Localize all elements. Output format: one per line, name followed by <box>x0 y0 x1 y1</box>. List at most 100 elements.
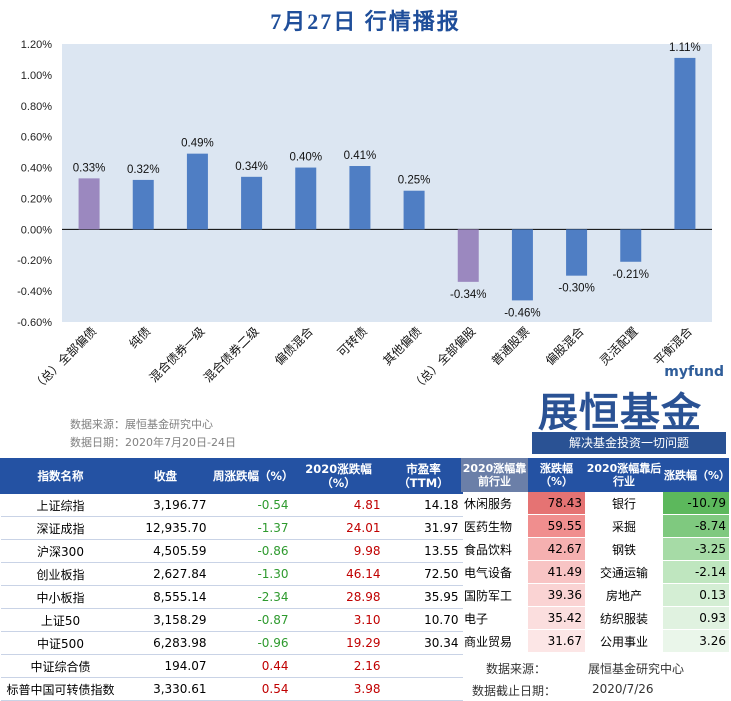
index-cell-close: 194.07 <box>120 654 211 678</box>
industry-cell-bottom_chg: -2.14 <box>663 560 729 584</box>
bar <box>186 153 208 230</box>
y-tick-label: 0.80% <box>21 101 52 113</box>
index-cell-ytd: 3.98 <box>292 677 385 701</box>
index-cell-name: 沪深300 <box>0 539 121 563</box>
index-cell-ytd: 28.98 <box>292 585 385 609</box>
list-item: 电子 35.42 纺织服装 0.93 <box>461 606 729 630</box>
data-label: 0.25% <box>398 175 431 187</box>
category-label: 混合债券一级 <box>146 324 208 386</box>
index-col-header-4: 市盈率（TTM） <box>384 458 463 494</box>
table-row: 中小板指 8,555.14 -2.34 28.98 35.95 <box>0 585 463 609</box>
bar <box>295 167 317 230</box>
chart-date: 数据日期：2020年7月20日-24日 <box>70 436 236 449</box>
index-col-header-0: 指数名称 <box>0 458 121 494</box>
industry-cell-top: 医药生物 <box>461 514 528 538</box>
y-tick-label: -0.60% <box>17 317 52 329</box>
industry-cell-bottom: 公用事业 <box>585 629 663 653</box>
logo-brand-text: 展恒基金 <box>538 390 702 436</box>
index-cell-close: 3,330.61 <box>120 677 211 701</box>
data-label: 0.49% <box>181 138 214 150</box>
index-cell-week: -1.30 <box>210 562 293 586</box>
bar <box>349 166 371 230</box>
index-cell-ytd: 19.29 <box>292 631 385 655</box>
industry-cell-bottom: 交通运输 <box>585 560 663 584</box>
data-label: -0.21% <box>613 269 649 281</box>
table-row: 中证综合债 194.07 0.44 2.16 <box>0 654 463 678</box>
index-cell-week: -2.34 <box>210 585 293 609</box>
category-label: 普通股票 <box>489 324 533 368</box>
index-cell-ytd: 2.16 <box>292 654 385 678</box>
table-row: 沪深300 4,505.59 -0.86 9.98 13.55 <box>0 539 463 563</box>
index-cell-name: 中证综合债 <box>0 654 121 678</box>
bar-chart: 1.20% 1.00% 0.80% 0.60% 0.40% 0.20% 0.00% -0.20… <box>17 39 712 394</box>
y-tick-label: 0.40% <box>21 163 52 175</box>
industry-cell-top_chg: 78.43 <box>528 492 585 515</box>
index-table: 指数名称 收盘 周涨跌幅（%） 2020涨跌幅（%） 市盈率（TTM） 上证综指 3,19… <box>0 458 463 701</box>
y-tick-label: 0.20% <box>21 193 52 205</box>
index-cell-close: 8,555.14 <box>120 585 211 609</box>
category-label-group: 可转债 <box>334 324 370 360</box>
index-cell-close: 2,627.84 <box>120 562 211 586</box>
list-item: 食品饮料 42.67 钢铁 -3.25 <box>461 537 729 561</box>
index-cell-ytd: 24.01 <box>292 516 385 540</box>
category-label-group: （总）全部偏债 <box>29 324 99 394</box>
table-row: 中证500 6,283.98 -0.96 19.29 30.34 <box>0 631 463 655</box>
index-cell-ytd: 46.14 <box>292 562 385 586</box>
logo-slogan: 解决基金投资一切问题 <box>532 432 726 454</box>
index-cell-pe: 72.50 <box>384 562 463 586</box>
category-label-group: 混合债券一级 <box>146 324 208 386</box>
industry-table: 2020涨幅靠前行业 涨跌幅（%） 2020涨幅靠后行业 涨跌幅（%） 休闲服务 78.… <box>461 458 730 653</box>
index-cell-ytd: 9.98 <box>292 539 385 563</box>
y-tick-label: 0.00% <box>21 224 52 236</box>
index-col-header-3: 2020涨跌幅（%） <box>292 458 385 494</box>
industry-cell-bottom_chg: 3.26 <box>663 629 729 653</box>
table-row: 上证50 3,158.29 -0.87 3.10 10.70 <box>0 608 463 632</box>
category-label: （总）全部偏债 <box>29 324 99 394</box>
brand-logo: myfund 展恒基金 解决基金投资一切问题 <box>532 362 728 458</box>
industry-cell-bottom_chg: -3.25 <box>663 537 729 561</box>
industry-cell-bottom: 钢铁 <box>585 537 663 561</box>
y-tick-label: -0.40% <box>17 286 52 298</box>
index-cell-name: 中证500 <box>0 631 121 655</box>
category-label: 混合债券二级 <box>200 324 262 386</box>
industry-cell-bottom_chg: 0.93 <box>663 606 729 630</box>
bar <box>78 178 100 230</box>
bar <box>241 176 263 230</box>
index-cell-week: -0.86 <box>210 539 293 563</box>
data-label: -0.46% <box>504 307 540 319</box>
category-label-group: 纯债 <box>126 324 153 351</box>
list-item: 医药生物 59.55 采掘 -8.74 <box>461 514 729 538</box>
index-cell-close: 3,196.77 <box>120 493 211 517</box>
industry-col-header-3: 涨跌幅（%） <box>663 458 730 492</box>
bar <box>674 57 696 230</box>
table-source-value: 展恒基金研究中心 <box>588 662 685 676</box>
bar <box>403 190 425 230</box>
industry-cell-top_chg: 42.67 <box>528 537 585 561</box>
index-cell-week: 0.54 <box>210 677 293 701</box>
index-cell-pe: 31.97 <box>384 516 463 540</box>
index-cell-name: 上证综指 <box>0 493 121 517</box>
bar <box>132 179 154 230</box>
industry-cell-bottom: 纺织服装 <box>585 606 663 630</box>
index-cell-week: -0.54 <box>210 493 293 517</box>
table-source-label: 数据来源： <box>486 662 547 676</box>
industry-cell-top: 电子 <box>461 606 528 630</box>
index-cell-week: 0.44 <box>210 654 293 678</box>
index-table-header: 指数名称 收盘 周涨跌幅（%） 2020涨跌幅（%） 市盈率（TTM） <box>0 458 463 494</box>
y-tick-label: 1.00% <box>21 70 52 82</box>
index-cell-week: -0.87 <box>210 608 293 632</box>
y-tick-label: -0.20% <box>17 255 52 267</box>
table-row: 标普中国可转债指数 3,330.61 0.54 3.98 <box>0 677 463 701</box>
data-label: -0.34% <box>450 289 486 301</box>
y-tick-label: 1.20% <box>21 39 52 51</box>
data-label: 0.32% <box>127 164 160 176</box>
index-cell-pe: 13.55 <box>384 539 463 563</box>
index-cell-week: -1.37 <box>210 516 293 540</box>
industry-cell-bottom: 房地产 <box>585 583 663 607</box>
data-label: 0.41% <box>344 150 377 162</box>
industry-cell-bottom: 采掘 <box>585 514 663 538</box>
data-label: 1.11% <box>669 42 701 54</box>
index-col-header-1: 收盘 <box>120 458 211 494</box>
data-label: 0.33% <box>73 162 106 174</box>
industry-cell-bottom: 银行 <box>585 492 663 515</box>
